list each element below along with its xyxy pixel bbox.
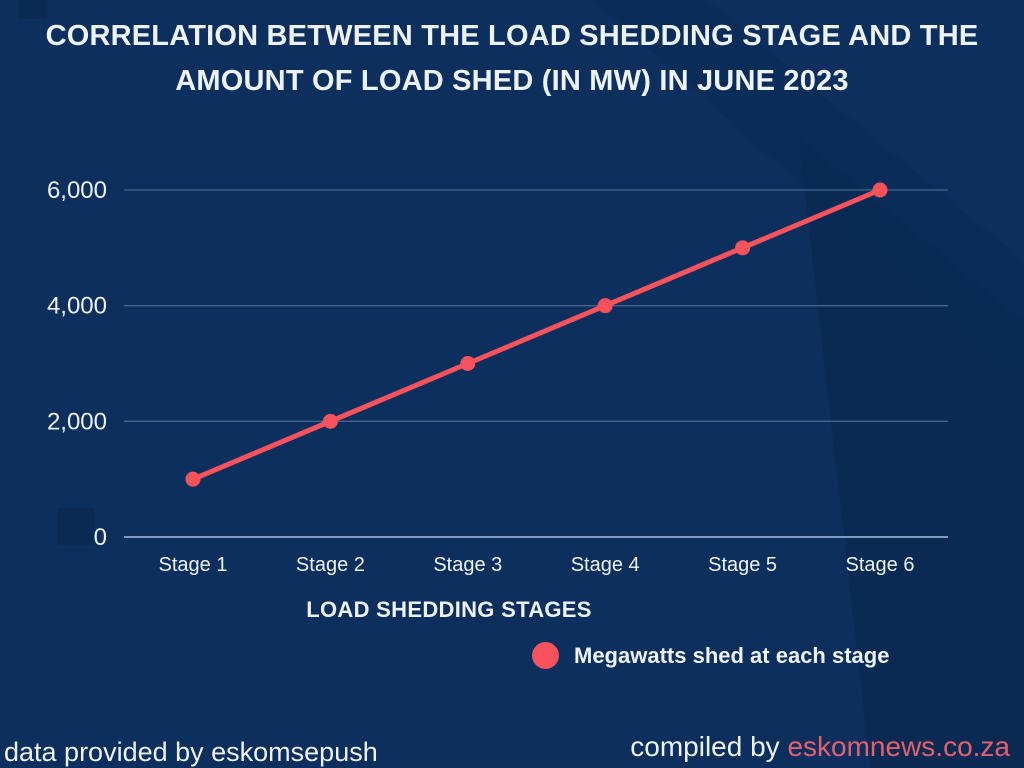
data-line [190,187,883,482]
y-tick-label: 2,000 [47,408,107,435]
data-point-stage-2 [322,413,338,429]
y-tick-label: 0 [94,524,107,551]
chart-title: CORRELATION BETWEEN THE LOAD SHEDDING ST… [0,14,1024,104]
data-point-stage-4 [597,298,613,314]
x-tick-label: Stage 2 [296,554,365,576]
y-tick-label: 6,000 [47,177,107,204]
credit-compiled-by: compiled by eskomnews.co.za [630,731,1010,763]
x-tick-label: Stage 5 [708,554,777,576]
x-axis-title: LOAD SHEDDING STAGES [306,597,592,622]
chart-title-line1: CORRELATION BETWEEN THE LOAD SHEDDING ST… [45,20,979,52]
x-tick-label: Stage 1 [159,554,228,576]
legend-marker-icon [532,642,559,669]
legend-label: Megawatts shed at each stage [574,642,890,668]
x-tick-label: Stage 6 [846,554,915,576]
x-tick-label: Stage 4 [571,554,640,576]
data-point-stage-3 [460,356,476,371]
data-point-stage-6 [872,182,888,198]
chart-title-line2: AMOUNT OF LOAD SHED (IN MW) IN JUNE 2023 [175,65,849,97]
eskomnews-link[interactable]: eskomnews.co.za [787,731,1010,762]
y-tick-label: 4,000 [47,293,107,320]
data-point-stage-5 [735,240,751,256]
credit-data-source: data provided by eskomsepush [4,737,378,767]
background-shape [58,508,94,545]
legend: Megawatts shed at each stage [532,642,889,669]
x-tick-label: Stage 3 [433,554,502,576]
compiled-by-text: compiled by [630,731,788,762]
data-point-stage-1 [185,471,201,487]
background-shape [19,0,47,19]
